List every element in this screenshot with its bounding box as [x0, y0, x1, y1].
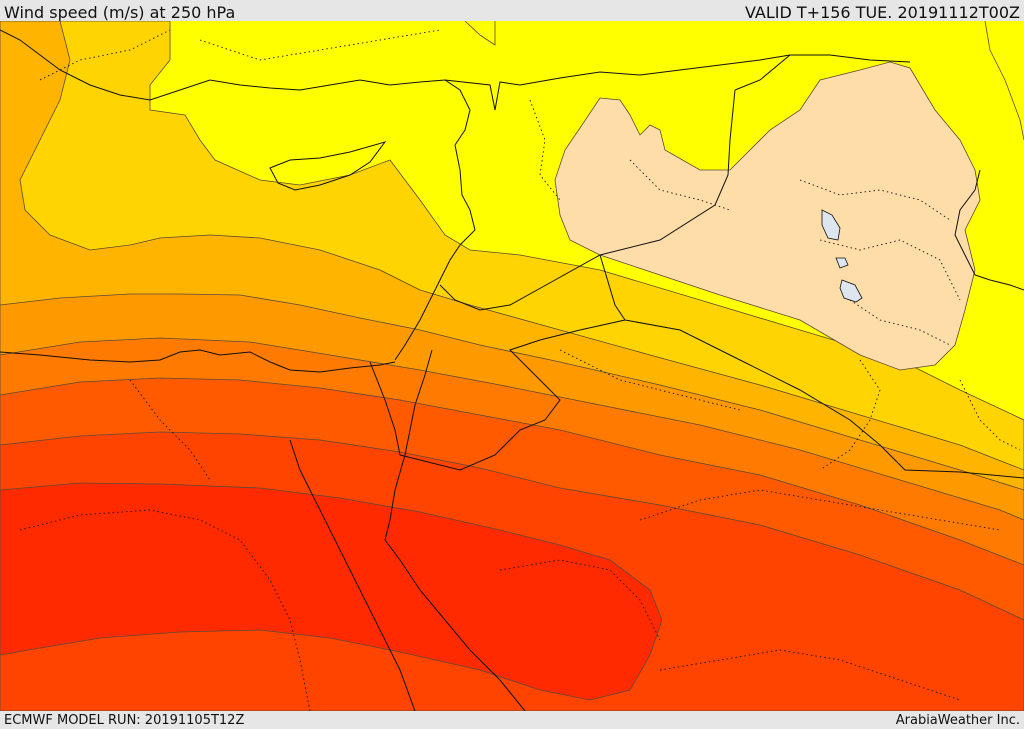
model-run: ECMWF MODEL RUN: 20191105T12Z [4, 713, 245, 728]
contour-line [464, 21, 496, 46]
lake [835, 257, 849, 269]
cyprus [269, 141, 387, 191]
border-line [624, 319, 1024, 479]
lake [839, 279, 863, 303]
valid-time: VALID T+156 TUE. 20191112T00Z [744, 3, 1020, 22]
map-header: Wind speed (m/s) at 250 hPa VALID T+156 … [0, 0, 1024, 22]
band-light [554, 61, 981, 371]
map-title: Wind speed (m/s) at 250 hPa [4, 3, 236, 22]
coastline-turkey [0, 29, 471, 146]
coastline-levant [394, 144, 476, 361]
province-border [959, 379, 1021, 451]
province-border [799, 179, 951, 221]
credit-text: ArabiaWeather Inc. [895, 713, 1020, 728]
map-footer: ECMWF MODEL RUN: 20191105T12Z ArabiaWeat… [0, 711, 1024, 729]
province-border [499, 559, 661, 641]
province-border [629, 159, 731, 211]
province-border [639, 489, 1001, 531]
province-border [659, 649, 961, 701]
border-line [369, 361, 401, 456]
coastline-egypt [0, 349, 396, 373]
province-border [819, 359, 881, 471]
red-sea-east [384, 454, 526, 711]
gulf-of-aqaba [404, 349, 433, 456]
contour-line [984, 21, 1024, 141]
province-border [39, 29, 171, 81]
border-line [734, 54, 791, 91]
province-border [819, 239, 961, 301]
wind-speed-map [0, 21, 1024, 711]
persian-gulf-coast [954, 169, 1024, 291]
lake [821, 209, 841, 241]
province-border [849, 299, 951, 346]
red-sea-west [289, 439, 416, 711]
border-line [444, 54, 911, 111]
band-red [0, 482, 663, 701]
